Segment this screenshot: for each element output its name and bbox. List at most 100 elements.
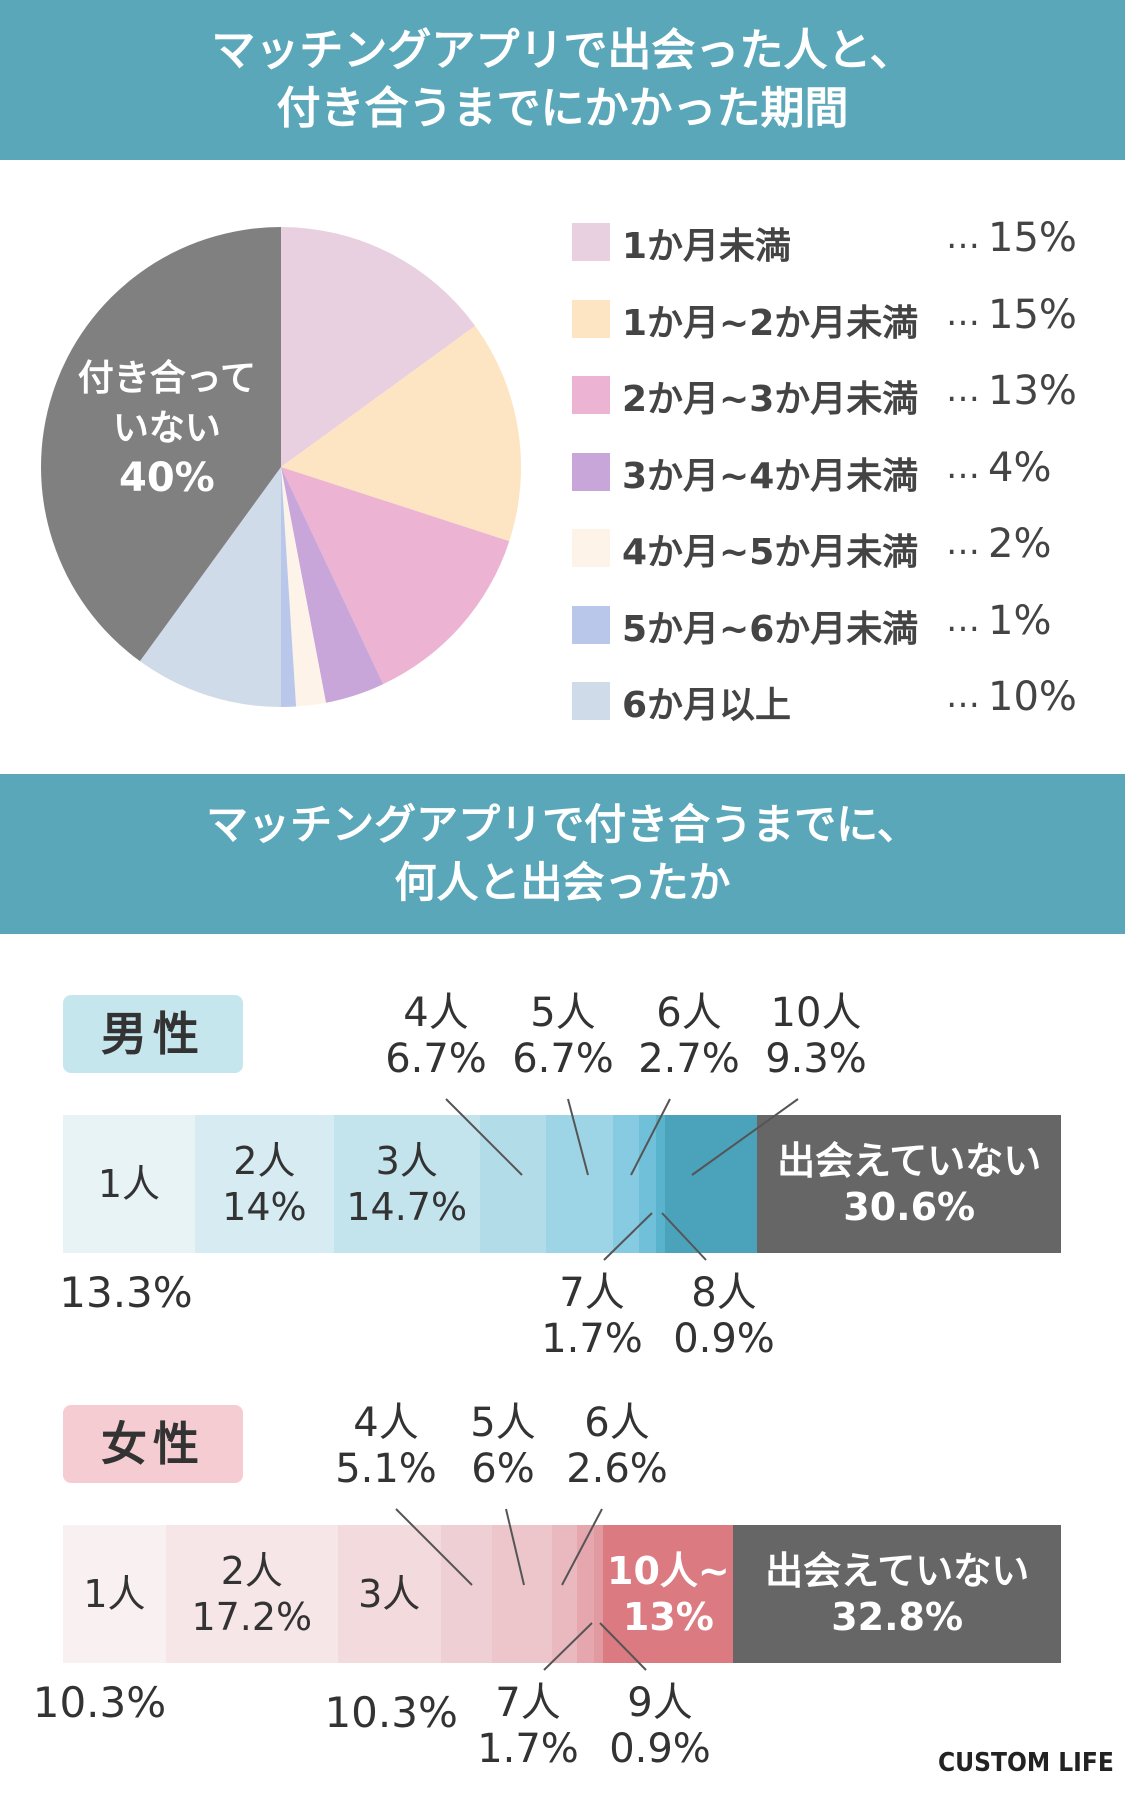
bar-segment: [546, 1115, 613, 1253]
legend-swatch: [572, 376, 610, 414]
brand-logo: CUSTOM LIFE: [938, 1748, 1114, 1778]
male-callout-7-value: 1.7%: [541, 1316, 643, 1362]
legend-dots: …: [946, 293, 980, 334]
bar-inside-label: 3人 14.7%: [334, 1138, 480, 1230]
bar-title-line-1: マッチングアプリで付き合うまでに、: [206, 800, 919, 849]
legend-swatch: [572, 682, 610, 720]
bar-inside-label-value: 14.7%: [346, 1185, 468, 1229]
male-callout-7-count: 7人: [559, 1270, 625, 1316]
bar-chart-title-banner: マッチングアプリで付き合うまでに、 何人と出会ったか: [0, 774, 1125, 934]
bar-segment: [577, 1525, 595, 1663]
female-callout-9-value: 0.9%: [609, 1726, 711, 1772]
pie-inside-label-line-0: 付き合って: [78, 358, 256, 399]
legend-dots: …: [946, 446, 980, 487]
male-callout-5: 5人 6.7%: [483, 990, 643, 1082]
female-callout-4-value: 5.1%: [335, 1446, 437, 1492]
female-callout-6-value: 2.6%: [566, 1446, 668, 1492]
bar-inside-label: 2人 17.2%: [166, 1548, 338, 1640]
legend-swatch: [572, 223, 610, 261]
pie-inside-label-line-1: いない: [113, 408, 221, 449]
male-callout-8-count: 8人: [691, 1270, 757, 1316]
bar-inside-label-count: 出会えていない: [765, 1549, 1030, 1593]
bar-inside-label-count: 2人: [233, 1139, 296, 1183]
pie-slice-5: [281, 467, 297, 707]
bar-segment: [165, 1525, 338, 1663]
female-1-value-callout: 10.3%: [32, 1678, 167, 1727]
male-callout-10: 10人 9.3%: [736, 990, 896, 1082]
pie-title-line-2: 付き合うまでにかかった期間: [276, 83, 849, 134]
bar-inside-label-value: 14%: [222, 1185, 307, 1229]
legend-value: 15%: [988, 215, 1077, 261]
bar-inside-label-value: 32.8%: [831, 1595, 964, 1639]
legend-value: 1%: [988, 597, 1052, 644]
legend-label: 5か月~6か月未満: [622, 608, 919, 650]
pie-slice-0: [281, 227, 476, 467]
legend-dots: …: [946, 599, 980, 640]
bar-segment: [551, 1525, 578, 1663]
male-callout-4-value: 6.7%: [385, 1036, 487, 1082]
legend-label: 4か月~5か月未満: [622, 532, 919, 573]
bar-inside-label: 1人: [63, 1571, 166, 1617]
legend-value: 2%: [988, 521, 1052, 567]
male-callout-6: 6人 2.7%: [609, 990, 769, 1082]
female-callout-5-value: 6%: [471, 1446, 535, 1492]
male-callout-4-count: 4人: [403, 990, 469, 1036]
bar-inside-label: 出会えていない 30.6%: [757, 1138, 1061, 1230]
bar-segment: [656, 1115, 666, 1253]
legend-item: 2か月~3か月未満 … 13%: [570, 368, 1090, 420]
bar-inside-label: 3人: [338, 1571, 441, 1617]
pie-inside-label-line-2: 40%: [119, 455, 215, 501]
male-callout-10-count: 10人: [770, 990, 862, 1036]
female-3-value-callout: 10.3%: [324, 1688, 458, 1737]
legend-dots: …: [946, 217, 980, 257]
bar-inside-label-count: 3人: [375, 1139, 438, 1183]
bar-inside-label: 2人 14%: [195, 1138, 334, 1230]
bar-inside-label: 10人~ 13%: [603, 1548, 733, 1640]
legend-label: 1か月未満: [622, 226, 792, 267]
female-callout-9-count: 9人: [627, 1680, 693, 1726]
bar-segment: [639, 1115, 657, 1253]
legend-swatch: [572, 299, 610, 338]
bar-segment: [479, 1115, 547, 1253]
female-callout-4-count: 4人: [353, 1400, 419, 1446]
bar-inside-label: 出会えていない 32.8%: [733, 1548, 1061, 1640]
bar-segment: [440, 1525, 492, 1663]
male-callout-7: 7人 1.7%: [512, 1270, 672, 1362]
female-callout-5-count: 5人: [470, 1400, 536, 1446]
bar-segment: [733, 1525, 1061, 1663]
legend-value: 15%: [988, 291, 1077, 338]
legend-dots: …: [946, 676, 980, 716]
female-callout-6-count: 6人: [584, 1400, 650, 1446]
bar-segment: [194, 1115, 334, 1253]
bar-inside-label-count: 1人: [83, 1572, 146, 1616]
female-group-label: 女性: [63, 1405, 243, 1483]
male-callout-5-value: 6.7%: [512, 1036, 614, 1082]
female-callout-7-value: 1.7%: [477, 1726, 579, 1772]
male-callout-6-value: 2.7%: [638, 1036, 740, 1082]
male-callout-10-value: 9.3%: [765, 1036, 867, 1082]
legend-value: 10%: [988, 674, 1077, 720]
legend-swatch: [572, 529, 610, 567]
female-callout-7-count: 7人: [495, 1680, 561, 1726]
legend-dots: …: [946, 523, 980, 563]
bar-inside-label: 1人: [63, 1161, 195, 1207]
bar-segment: [612, 1115, 640, 1253]
legend-swatch: [572, 452, 610, 491]
bar-inside-label-count: 10人~: [607, 1549, 730, 1593]
bar-inside-label-count: 2人: [220, 1549, 283, 1593]
bar-inside-label-value: 13%: [622, 1595, 714, 1639]
male-group-label: 男性: [63, 995, 243, 1073]
male-callout-4: 4人 6.7%: [356, 990, 516, 1082]
legend-item: 5か月~6か月未満 … 1%: [570, 598, 1090, 650]
bar-segment: [665, 1115, 758, 1253]
pie-title-line-1: マッチングアプリで出会った人と、: [211, 25, 914, 76]
bar-segment: [594, 1525, 604, 1663]
female-callout-5: 5人 6%: [423, 1400, 583, 1492]
pie-chart-title-banner: マッチングアプリで出会った人と、 付き合うまでにかかった期間: [0, 0, 1125, 160]
female-callout-6: 6人 2.6%: [537, 1400, 697, 1492]
legend-label: 3か月~4か月未満: [622, 455, 919, 497]
legend-item: 1か月~2か月未満 … 15%: [570, 292, 1090, 344]
bar-title-line-2: 何人と出会ったか: [394, 858, 731, 907]
bar-inside-label-value: 17.2%: [191, 1595, 313, 1639]
male-callout-8-value: 0.9%: [673, 1316, 775, 1362]
